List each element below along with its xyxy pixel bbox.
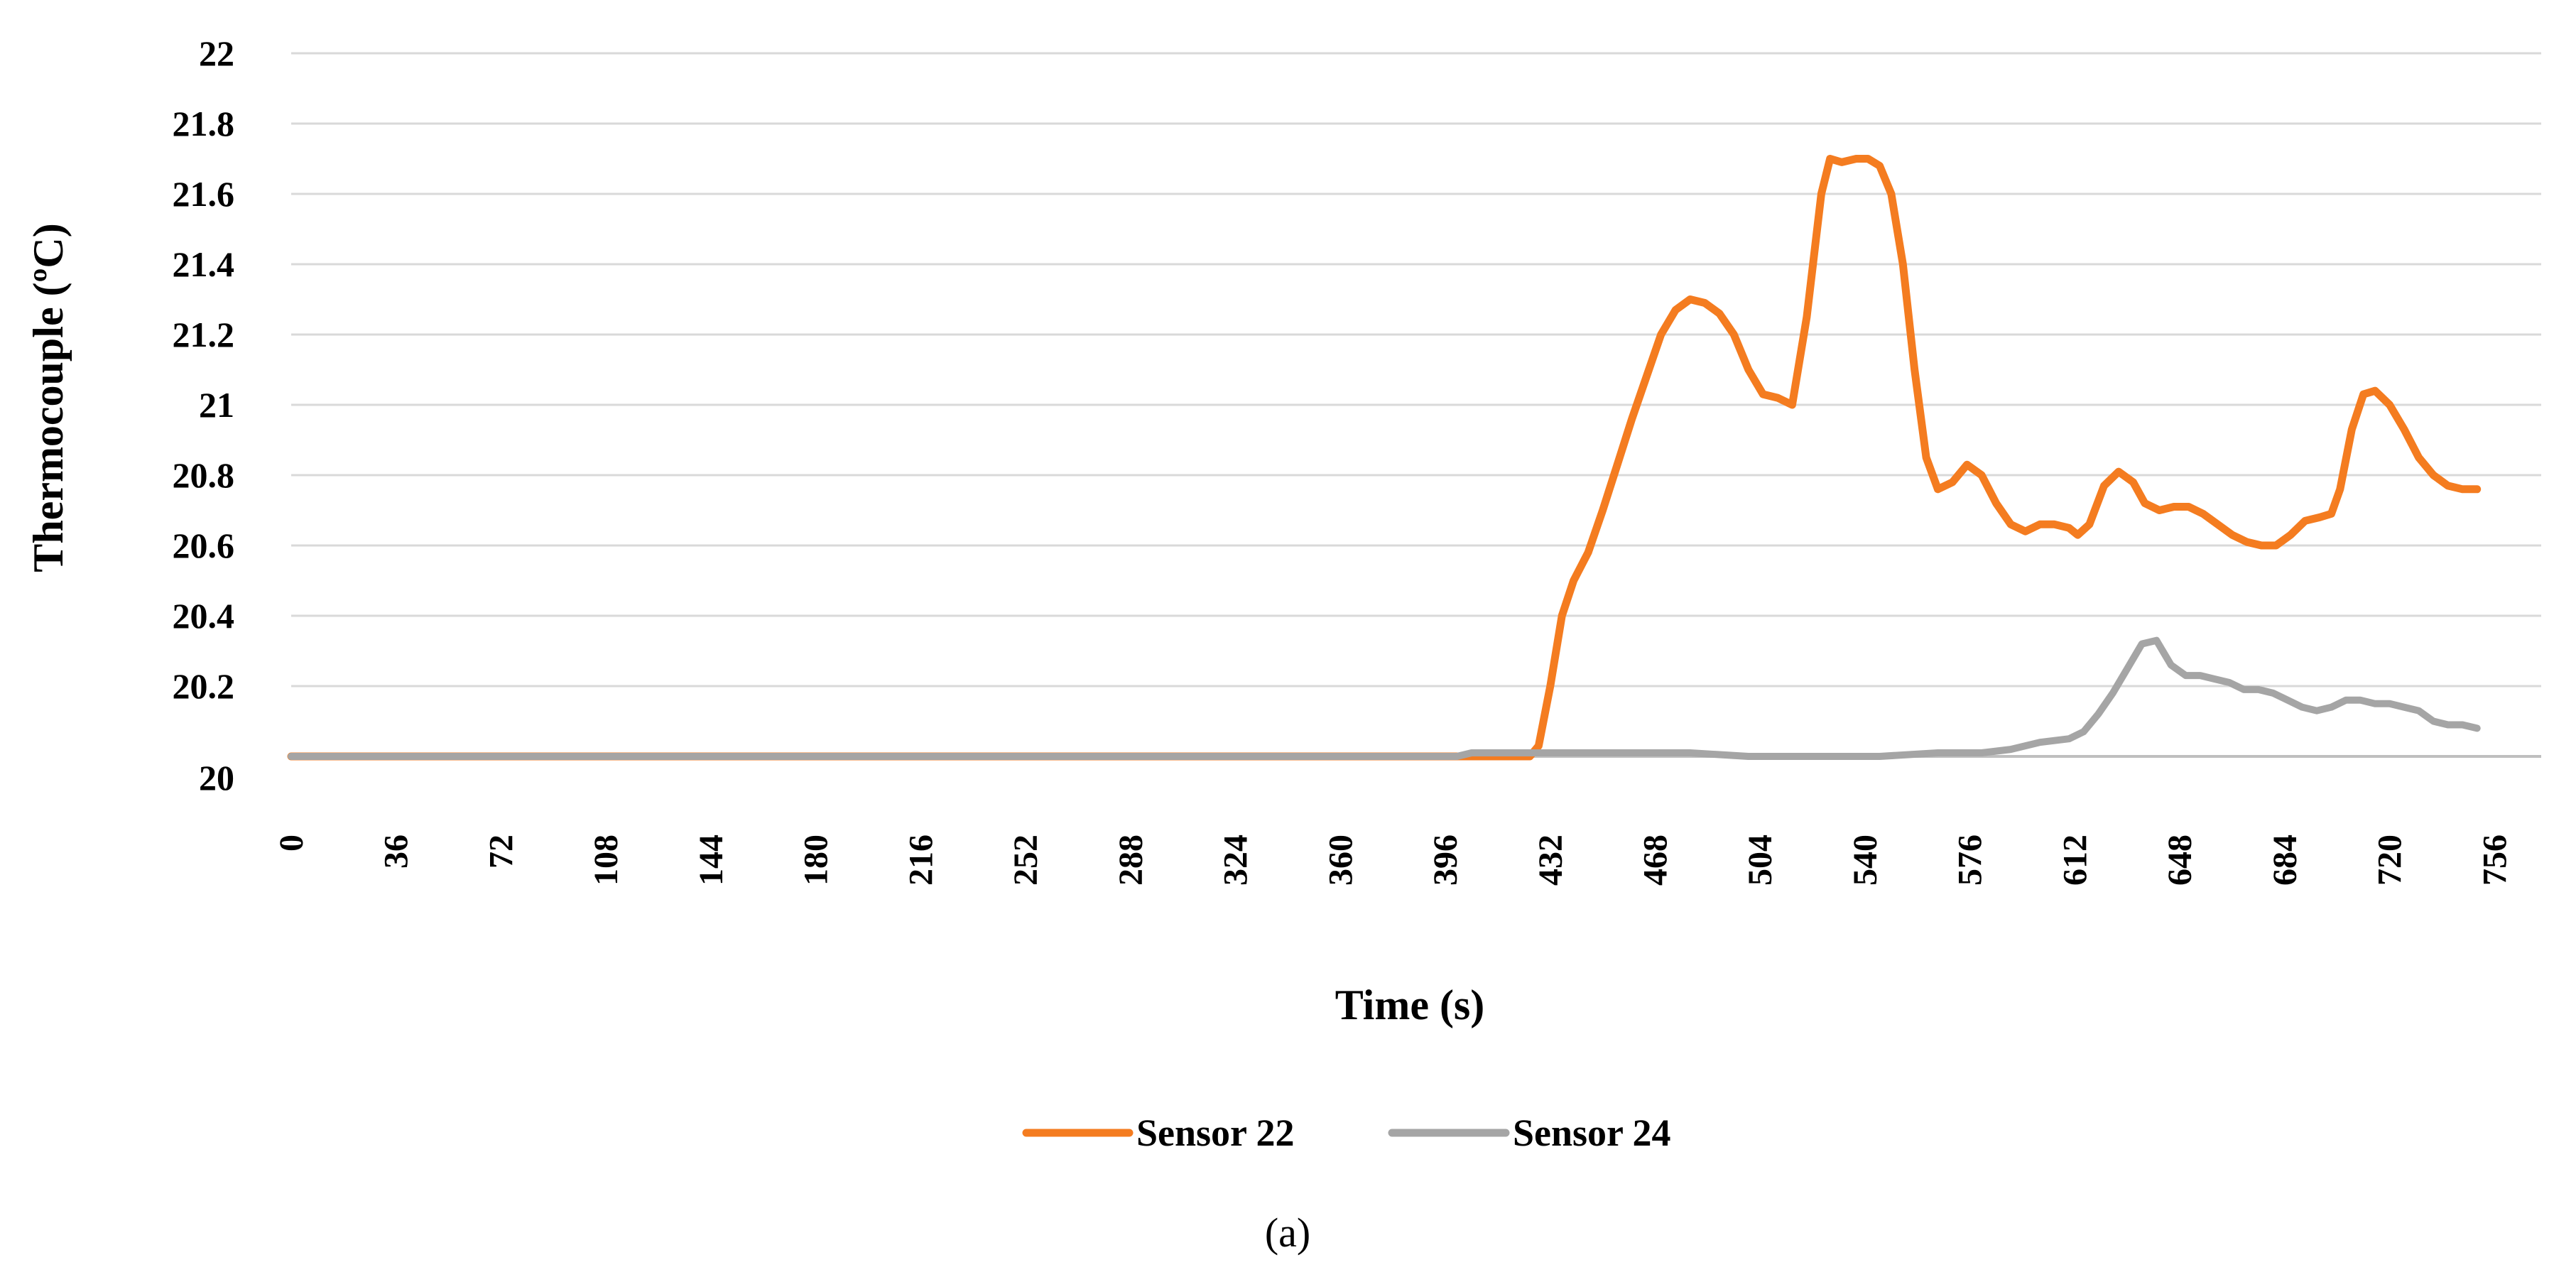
y-tick-label: 20.2: [173, 666, 235, 706]
y-tick-label: 21.8: [173, 104, 235, 143]
x-tick-label: 504: [1741, 835, 1779, 886]
y-tick-label: 20.8: [173, 455, 235, 495]
x-tick-label: 108: [587, 835, 625, 886]
y-tick-label: 21.6: [173, 174, 235, 214]
x-tick-label: 36: [378, 835, 415, 869]
series-lines: [287, 155, 2482, 761]
y-tick-label: 21.4: [173, 244, 235, 284]
gridlines: [291, 52, 2541, 758]
x-axis-ticks: 0 36 72 108 144 180 216 252 288 324 360 396 432 468 50…: [273, 835, 2513, 886]
x-tick-label: 612: [2056, 835, 2094, 886]
x-tick-label: 0: [273, 835, 310, 852]
y-tick-label: 21.2: [173, 315, 235, 354]
y-tick-label: 22: [199, 33, 234, 73]
x-tick-label: 324: [1217, 835, 1255, 886]
x-tick-label: 576: [1952, 835, 1989, 886]
x-tick-label: 144: [692, 835, 730, 886]
x-tick-label: 756: [2476, 835, 2513, 886]
x-tick-label: 684: [2266, 835, 2304, 886]
x-tick-label: 468: [1636, 835, 1674, 886]
legend-label: Sensor 22: [1136, 1112, 1295, 1154]
x-tick-label: 540: [1847, 835, 1884, 886]
x-tick-label: 216: [902, 835, 940, 886]
y-axis-title: Thermocouple (ºC): [25, 223, 72, 572]
x-tick-label: 72: [482, 835, 520, 869]
y-tick-label: 20: [199, 758, 234, 798]
x-tick-label: 288: [1112, 835, 1150, 886]
x-tick-label: 360: [1322, 835, 1359, 886]
series-line-sensor-22: [287, 155, 2482, 761]
series-line-sensor-24: [288, 636, 2481, 760]
y-tick-label: 20.6: [173, 526, 235, 565]
y-tick-label: 21: [199, 385, 234, 425]
x-tick-label: 720: [2371, 835, 2409, 886]
legend-label: Sensor 24: [1513, 1112, 1671, 1154]
x-tick-label: 648: [2161, 835, 2199, 886]
x-tick-label: 252: [1007, 835, 1045, 886]
figure-caption: (a): [1265, 1210, 1310, 1256]
x-tick-label: 180: [798, 835, 835, 886]
y-tick-label: 20.4: [173, 596, 235, 636]
legend: Sensor 22 Sensor 24: [1022, 1112, 1671, 1154]
x-tick-label: 396: [1427, 835, 1464, 886]
y-axis-ticks: 20 20.2 20.4 20.6 20.8 21 21.2 21.4 21.6 21.8 22: [173, 33, 235, 798]
x-axis-title: Time (s): [1335, 982, 1485, 1028]
x-tick-label: 432: [1532, 835, 1570, 886]
